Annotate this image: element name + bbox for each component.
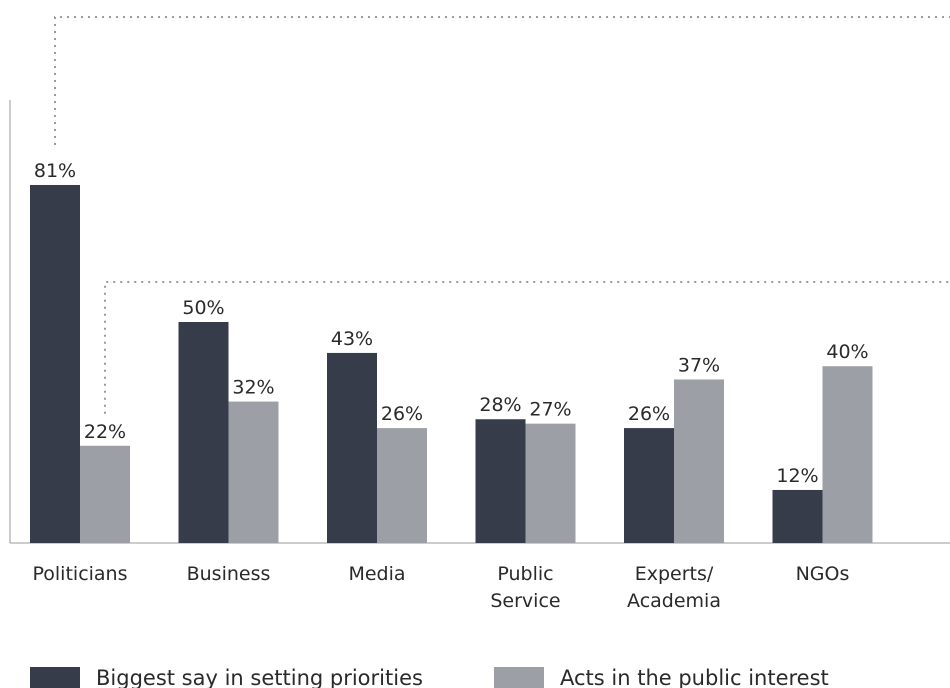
bar-5-series-0 — [772, 489, 823, 543]
category-label-3-line-0: Public — [497, 563, 553, 585]
leader-line-series-1 — [104, 281, 950, 414]
category-label-3-line-1: Service — [490, 590, 560, 612]
value-label-4-series-0: 26% — [628, 403, 670, 425]
category-label-4-line-0: Experts/ — [635, 563, 714, 585]
category-labels-group: Politicians Business Media Public Service Exp… — [33, 563, 850, 612]
category-label-0-line-0: Politicians — [33, 563, 128, 585]
bar-2-series-1 — [377, 428, 427, 543]
bar-1-series-1 — [228, 401, 279, 543]
category-label-2-line-0: Media — [348, 563, 405, 585]
legend-label-series-0: Biggest say in setting priorities — [96, 666, 423, 688]
legend-swatch-series-1 — [494, 667, 544, 688]
value-label-5-series-1: 40% — [826, 341, 868, 363]
bar-0-series-1 — [80, 445, 130, 543]
bar-2-series-0 — [327, 352, 377, 543]
value-label-0-series-0: 81% — [34, 160, 76, 182]
bar-0-series-0 — [30, 184, 80, 544]
legend-swatch-series-0 — [30, 667, 80, 688]
bar-1-series-0 — [178, 322, 229, 543]
bar-3-series-1 — [525, 423, 576, 543]
value-label-3-series-1: 27% — [529, 399, 571, 421]
category-label-4-line-1: Academia — [627, 590, 721, 612]
value-labels-group: 81% 22% 50% 32% 43% 26% 28% 27% 26% 37% 12% 40% — [34, 160, 869, 487]
value-label-5-series-0: 12% — [776, 465, 818, 487]
value-label-0-series-1: 22% — [84, 421, 126, 443]
value-label-1-series-1: 32% — [232, 377, 274, 399]
value-label-2-series-1: 26% — [381, 403, 423, 425]
category-label-1-line-0: Business — [187, 563, 271, 585]
value-label-4-series-1: 37% — [678, 354, 720, 376]
bars-group — [30, 184, 873, 544]
legend-label-series-1: Acts in the public interest — [560, 666, 829, 688]
leader-line-series-0 — [54, 16, 950, 145]
value-label-3-series-0: 28% — [479, 394, 521, 416]
legend: Biggest say in setting priorities Acts i… — [30, 666, 829, 688]
value-label-1-series-0: 50% — [182, 297, 224, 319]
dotted-leader-lines — [54, 16, 950, 414]
bar-3-series-0 — [475, 419, 526, 543]
category-label-5-line-0: NGOs — [796, 563, 850, 585]
bar-5-series-1 — [822, 366, 873, 543]
bar-4-series-1 — [674, 379, 724, 543]
value-label-2-series-0: 43% — [331, 328, 373, 350]
bar-4-series-0 — [624, 428, 674, 543]
